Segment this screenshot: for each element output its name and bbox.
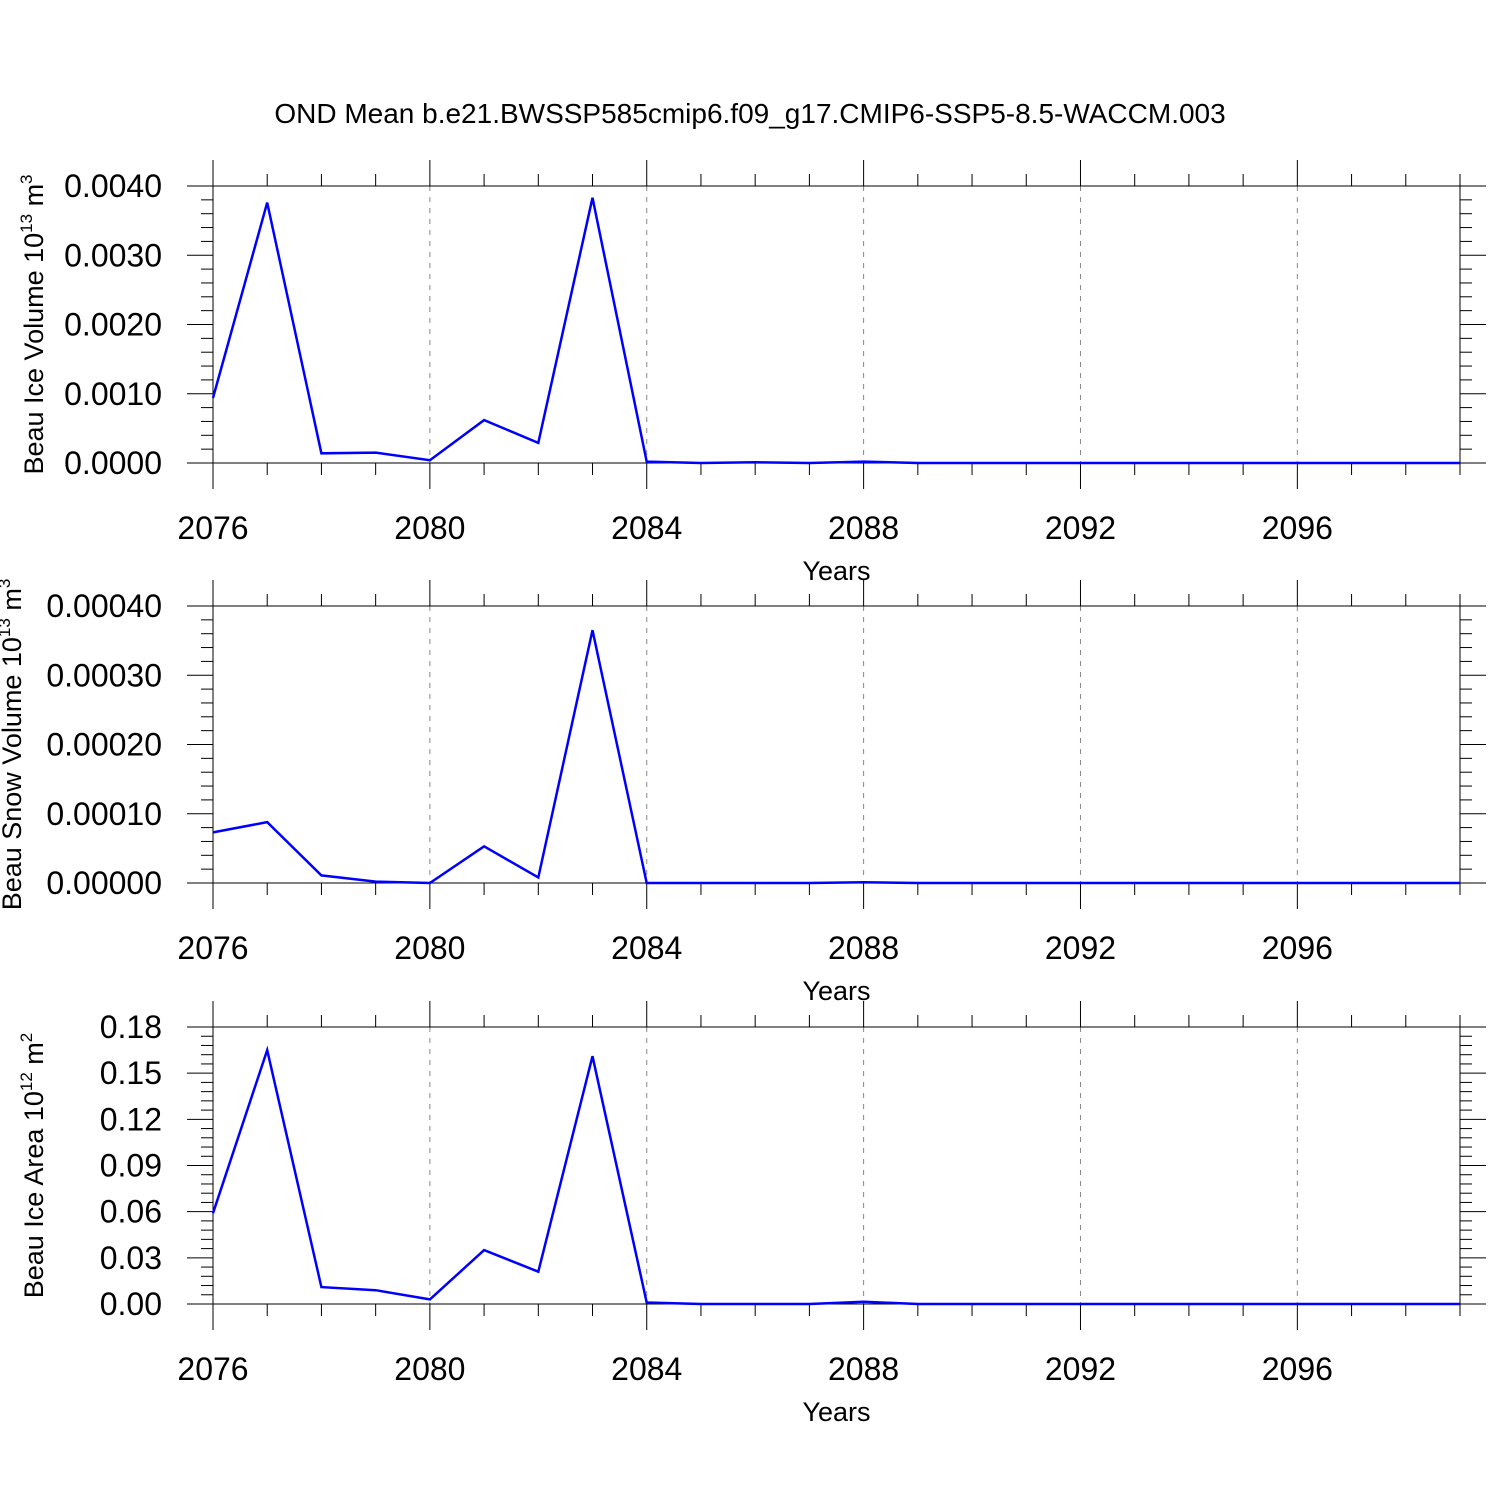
x-tick-label: 2084 (611, 930, 682, 966)
plot-frame (212, 1026, 1461, 1305)
plot-frame (212, 605, 1461, 884)
chart-panel-1: 0.0000 0.0010 0.0020 0.0030 0.0040 2076 2080 20… (17, 160, 1486, 586)
y-tick-label: 0.00020 (46, 727, 162, 763)
y-tick-label: 0.12 (100, 1101, 162, 1137)
x-tick-label: 2084 (611, 1351, 682, 1387)
x-tick-label: 2096 (1262, 510, 1333, 546)
x-tick-label: 2080 (394, 930, 465, 966)
y-axis-label: Beau Ice Area 1012 m2 (17, 1033, 49, 1299)
y-tick-label: 0.18 (100, 1009, 162, 1045)
series-line (211, 197, 1460, 465)
x-tick-label: 2096 (1262, 930, 1333, 966)
x-tick-label: 2088 (828, 1351, 899, 1387)
x-tick-label: 2076 (177, 510, 248, 546)
series-line (211, 1045, 1460, 1306)
chart-panel-3: 0.00 0.03 0.06 0.09 0.12 0.15 0.18 2076 2080 2084… (17, 1001, 1486, 1427)
y-tick-label: 0.03 (100, 1240, 162, 1276)
x-tick-label: 2084 (611, 510, 682, 546)
y-tick-label: 0.00000 (46, 865, 162, 901)
x-axis-label: Years (802, 1397, 870, 1427)
y-tick-label: 0.09 (100, 1148, 162, 1184)
y-tick-label: 0.00030 (46, 657, 162, 693)
x-tick-label: 2092 (1045, 510, 1116, 546)
y-tick-label: 0.0040 (64, 168, 162, 204)
y-tick-label: 0.15 (100, 1055, 162, 1091)
plot-frame (212, 185, 1461, 464)
x-axis-label: Years (802, 556, 870, 586)
chart-title: OND Mean b.e21.BWSSP585cmip6.f09_g17.CMI… (274, 98, 1225, 129)
x-tick-label: 2088 (828, 930, 899, 966)
y-tick-label: 0.0010 (64, 376, 162, 412)
x-tick-label: 2076 (177, 930, 248, 966)
y-tick-label: 0.0020 (64, 307, 162, 343)
y-tick-label: 0.06 (100, 1194, 162, 1230)
y-axis-label: Beau Ice Volume 1013 m3 (17, 174, 49, 474)
x-tick-label: 2080 (394, 510, 465, 546)
chart-panels: 0.0000 0.0010 0.0020 0.0030 0.0040 2076 2080 20… (0, 160, 1486, 1427)
series-line (212, 629, 1460, 885)
y-tick-label: 0.00010 (46, 796, 162, 832)
x-tick-label: 2092 (1045, 1351, 1116, 1387)
y-axis-label: Beau Snow Volume 1013 m3 (0, 579, 27, 911)
x-tick-label: 2076 (177, 1351, 248, 1387)
chart-panel-2: 0.00000 0.00010 0.00020 0.00030 0.00040 2076 2… (0, 579, 1486, 1006)
x-axis-label: Years (802, 976, 870, 1006)
x-tick-label: 2092 (1045, 930, 1116, 966)
y-tick-label: 0.00040 (46, 588, 162, 624)
x-tick-label: 2096 (1262, 1351, 1333, 1387)
y-tick-label: 0.00 (100, 1286, 162, 1322)
x-tick-label: 2080 (394, 1351, 465, 1387)
x-tick-label: 2088 (828, 510, 899, 546)
y-tick-label: 0.0030 (64, 237, 162, 273)
y-tick-label: 0.0000 (64, 445, 162, 481)
